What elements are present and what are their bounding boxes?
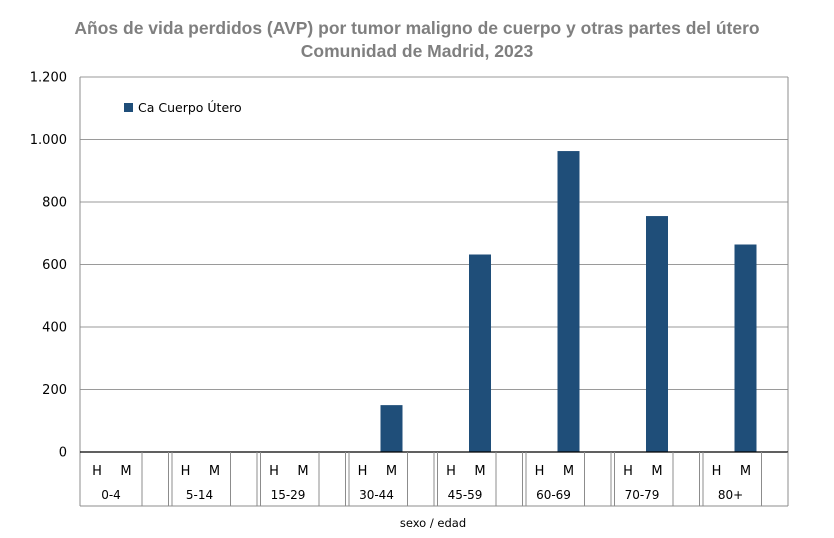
y-tick-label: 600 [42,258,67,273]
x-axis-label: sexo / edad [400,516,466,530]
sex-label-h: H [623,464,633,479]
y-tick-label: 400 [42,321,67,336]
chart-title-line-2: Comunidad de Madrid, 2023 [300,41,534,61]
bar [646,216,668,452]
gridlines [80,76,788,453]
y-tick-label: 800 [42,196,67,211]
legend-swatch [124,103,133,112]
sex-label-m: M [563,464,574,479]
bar [380,405,403,452]
sex-label-h: H [181,464,191,479]
age-group-label: 0-4 [101,488,121,502]
sex-label-m: M [651,464,662,479]
y-tick-label: 0 [59,446,67,461]
age-group-label: 80+ [718,488,743,502]
sex-label-h: H [535,464,545,479]
plot-frame [79,77,789,507]
age-group-label: 5-14 [186,488,213,502]
y-tick-label: 1.000 [30,133,67,148]
y-tick-label: 1.200 [30,71,67,86]
legend: Ca Cuerpo Útero [124,100,242,115]
sex-label-m: M [297,464,308,479]
bar [469,254,491,452]
chart-title-line-1: Años de vida perdidos (AVP) por tumor ma… [74,18,760,38]
y-axis-ticks: 0 200 400 600 800 1.000 1.200 [30,71,67,461]
sex-label-h: H [269,464,279,479]
bar [557,151,580,452]
sex-label-m: M [209,464,220,479]
sex-label-m: M [120,464,131,479]
sex-label-m: M [740,464,751,479]
sex-label-m: M [474,464,485,479]
sex-label-h: H [712,464,722,479]
age-group-label: 70-79 [625,488,660,502]
age-group-label: 60-69 [536,488,571,502]
age-group-label: 30-44 [359,488,394,502]
sex-label-h: H [446,464,456,479]
age-group-label: 15-29 [271,488,306,502]
x-axis-categories: H M 0-4 H M 5-14 H M 15-29 H M 30-44 H M 45-59 H M 60-69 H… [92,464,751,502]
sex-label-m: M [386,464,397,479]
y-tick-label: 200 [42,383,67,398]
bar [734,244,757,452]
sex-label-h: H [92,464,102,479]
sex-label-h: H [358,464,368,479]
bars [380,151,757,452]
legend-label: Ca Cuerpo Útero [138,100,242,115]
age-group-label: 45-59 [448,488,483,502]
